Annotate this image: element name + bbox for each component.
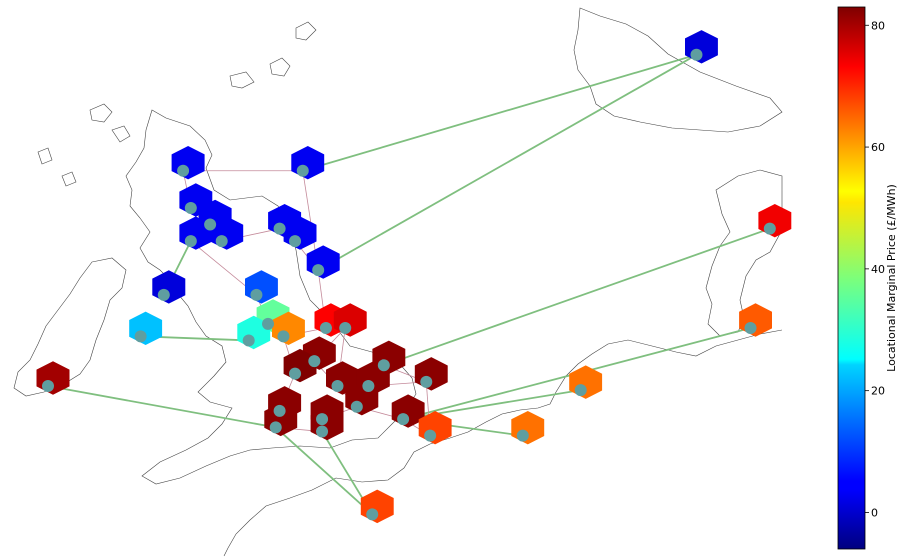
bus-node bbox=[177, 164, 190, 177]
bus-node bbox=[277, 330, 290, 343]
bus-node bbox=[42, 380, 54, 392]
bus-node bbox=[273, 404, 286, 417]
colorbar-ticks: 0 20 40 60 80 bbox=[865, 19, 885, 519]
bus-node bbox=[184, 235, 197, 248]
bus-node bbox=[273, 222, 286, 235]
bus-node bbox=[331, 380, 344, 392]
bus-node bbox=[424, 429, 437, 442]
bus-node bbox=[362, 380, 375, 392]
bus-node bbox=[574, 384, 587, 397]
bus-node bbox=[250, 288, 263, 301]
bus-node bbox=[744, 322, 757, 335]
bus-node bbox=[308, 355, 321, 368]
dc-link-line bbox=[302, 53, 697, 172]
bus-node bbox=[215, 235, 228, 248]
bus-node bbox=[316, 425, 329, 438]
colorbar-tick-label: 20 bbox=[871, 385, 885, 398]
bus-node bbox=[690, 48, 703, 61]
colorbar-label: Locational Marginal Price (£/MWh) bbox=[885, 184, 898, 372]
bus-node bbox=[269, 421, 282, 434]
dc-link-line bbox=[47, 385, 276, 429]
bus-node bbox=[204, 218, 217, 231]
bus-node bbox=[319, 322, 332, 335]
bus-node bbox=[157, 288, 170, 301]
bus-node bbox=[184, 201, 197, 214]
bus-node bbox=[289, 367, 302, 380]
colorbar-tick-label: 60 bbox=[871, 141, 885, 154]
bus-node bbox=[350, 400, 363, 413]
colorbar-tick-label: 40 bbox=[871, 263, 885, 276]
bus-node bbox=[763, 222, 776, 235]
dc-link-line bbox=[275, 426, 373, 516]
colorbar-tick-label: 80 bbox=[871, 19, 885, 32]
dc-link-line bbox=[317, 54, 697, 271]
bus-node bbox=[134, 330, 147, 343]
bus-node bbox=[420, 375, 433, 388]
bus-node bbox=[397, 413, 410, 426]
bus-node bbox=[377, 359, 390, 372]
bus-nodes bbox=[42, 48, 776, 521]
bus-node bbox=[316, 413, 329, 426]
colorbar-gradient bbox=[837, 6, 866, 550]
bus-node bbox=[516, 429, 529, 442]
bus-node bbox=[296, 164, 309, 177]
bus-node bbox=[289, 235, 302, 248]
bus-node bbox=[339, 322, 352, 335]
bus-node bbox=[242, 334, 255, 347]
bus-node bbox=[366, 508, 379, 521]
bus-node bbox=[262, 317, 275, 330]
dc-link-line bbox=[383, 227, 771, 367]
bus-node bbox=[312, 264, 325, 277]
colorbar-tick-label: 0 bbox=[871, 506, 878, 519]
